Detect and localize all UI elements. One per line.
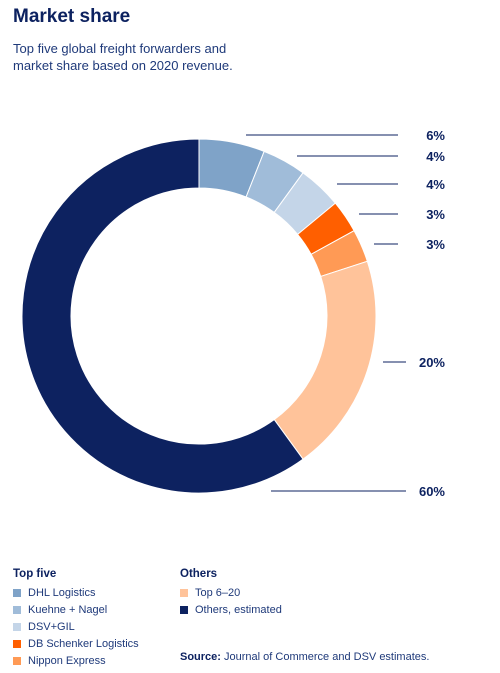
donut-slice-top-6-20 [273, 260, 377, 460]
legend-item: Kuehne + Nagel [13, 601, 139, 618]
legend-label: DSV+GIL [28, 620, 75, 633]
value-label: 60% [419, 484, 445, 499]
legend-top-five: Top five DHL Logistics Kuehne + Nagel DSV+… [13, 568, 139, 669]
legend-swatch [180, 588, 188, 597]
legend-heading-others: Others [180, 568, 218, 580]
legend-label: Nippon Express [28, 654, 106, 667]
legend-item: Others, estimated [180, 601, 282, 618]
legend-label: Kuehne + Nagel [28, 603, 108, 616]
legend-swatch [13, 622, 21, 631]
source-text: Journal of Commerce and DSV estimates. [220, 651, 430, 663]
legend-item: DHL Logistics [13, 584, 139, 601]
leader-lines [246, 134, 406, 492]
legend-top-five-items: DHL Logistics Kuehne + Nagel DSV+GIL DB Sch… [13, 584, 139, 669]
source-label: Source: [180, 651, 221, 663]
legend-swatch [13, 588, 21, 597]
legend-swatch [180, 605, 188, 614]
legend-label: Top 6–20 [195, 586, 241, 599]
value-label: 4% [426, 149, 445, 164]
legend-item: DB Schenker Logistics [13, 635, 139, 652]
value-label: 3% [426, 237, 445, 252]
legend-item: Top 6–20 [180, 584, 282, 601]
legend-others: Others Top 6–20 Others, estimated [180, 568, 282, 618]
donut-slices [21, 138, 377, 494]
legend-swatch [13, 639, 21, 648]
value-label: 20% [419, 355, 445, 370]
legend-label: DB Schenker Logistics [28, 637, 139, 650]
value-label: 3% [426, 207, 445, 222]
donut-chart: 6% 4% 4% 3% 3% 20% 60% [21, 128, 445, 499]
chart-subtitle: Top five global freight forwarders and m… [13, 41, 233, 73]
legend-swatch [13, 605, 21, 614]
value-label: 6% [426, 128, 445, 143]
value-labels: 6% 4% 4% 3% 3% 20% 60% [419, 128, 445, 499]
legend-swatch [13, 656, 21, 665]
value-label: 4% [426, 177, 445, 192]
legend-item: DSV+GIL [13, 618, 139, 635]
legend-heading-top-five: Top five [13, 568, 57, 580]
legend-label: DHL Logistics [28, 586, 96, 599]
page-title: Market share [13, 6, 131, 27]
legend-label: Others, estimated [195, 603, 282, 616]
donut-slice-others-estimated [21, 138, 304, 494]
legend-others-items: Top 6–20 Others, estimated [180, 584, 282, 618]
source-note: Source: Journal of Commerce and DSV esti… [180, 651, 429, 663]
legend-item: Nippon Express [13, 652, 139, 669]
